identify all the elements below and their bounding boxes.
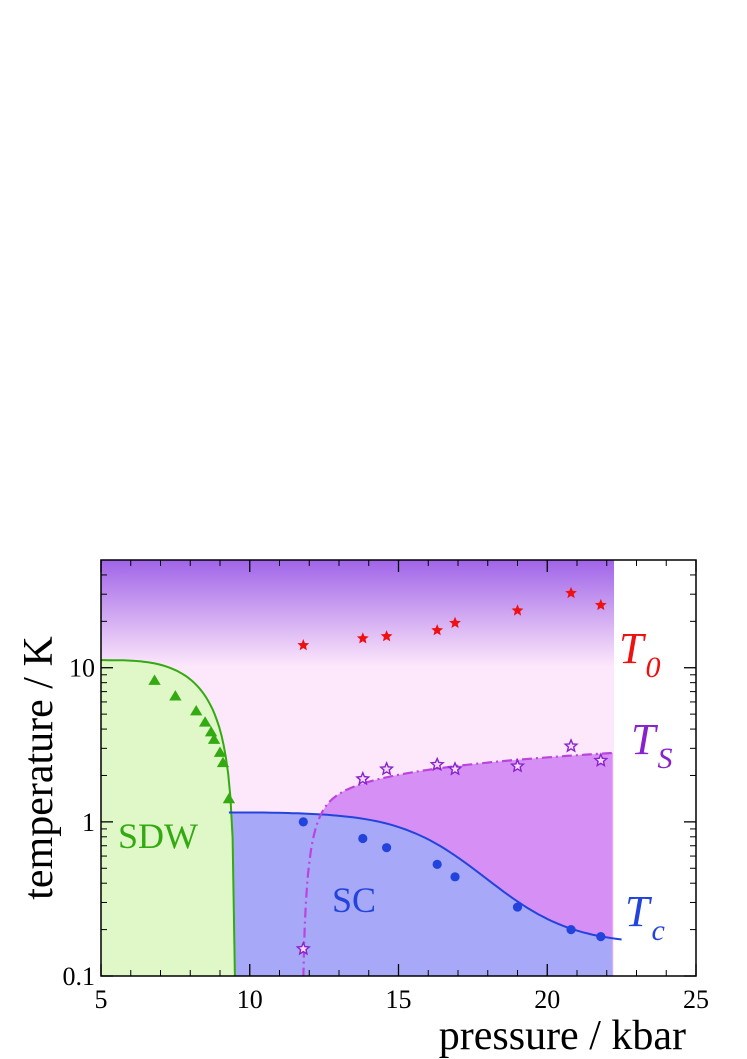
marker-t-s-1 bbox=[355, 770, 371, 786]
marker-t-0-3 bbox=[431, 624, 444, 636]
marker-t-0-7 bbox=[594, 598, 607, 611]
marker-sdw-5 bbox=[207, 733, 221, 744]
top-gradient-region bbox=[101, 560, 614, 667]
marker-t-s-7 bbox=[593, 752, 609, 767]
marker-sdw-3 bbox=[198, 716, 212, 727]
tc-series-label: Tc bbox=[625, 887, 665, 947]
marker-t-0-6 bbox=[565, 586, 577, 599]
marker-t-c-0 bbox=[298, 817, 308, 827]
data-markers bbox=[148, 586, 609, 956]
marker-t-s-3 bbox=[429, 756, 445, 772]
marker-t-c-1 bbox=[358, 833, 368, 844]
marker-t-0-1 bbox=[356, 632, 369, 644]
marker-t-0-2 bbox=[380, 630, 393, 642]
sc-region-fill bbox=[228, 812, 613, 976]
marker-t-s-2 bbox=[379, 761, 395, 776]
x-tick-label: 5 bbox=[95, 985, 108, 1014]
tc-fit-curve bbox=[228, 811, 622, 941]
ts-label-sub: S bbox=[657, 742, 672, 775]
marker-t-c-2 bbox=[382, 843, 392, 853]
marker-t-0-5 bbox=[511, 604, 524, 616]
tc-label-sub: c bbox=[651, 914, 664, 947]
t0-series-label: T0 bbox=[619, 624, 660, 684]
marker-t-s-6 bbox=[563, 738, 579, 753]
ts-series-label: TS bbox=[631, 715, 672, 775]
curves bbox=[101, 659, 622, 976]
tc-label-main: T bbox=[625, 887, 653, 936]
sdw-region-label: SDW bbox=[118, 816, 198, 856]
sc-region-label: SC bbox=[332, 880, 376, 920]
x-tick-label: 15 bbox=[386, 985, 412, 1014]
marker-sdw-8 bbox=[222, 792, 236, 804]
background-regions bbox=[101, 560, 614, 976]
t0-label-main: T bbox=[619, 624, 647, 673]
marker-sdw-2 bbox=[190, 705, 203, 716]
x-tick-label: 25 bbox=[683, 985, 709, 1014]
marker-sdw-7 bbox=[216, 756, 230, 768]
axis-ticks bbox=[100, 560, 697, 977]
ts-label-main: T bbox=[631, 715, 659, 764]
y-tick-label: 0.1 bbox=[63, 962, 96, 991]
sdw-region-fill bbox=[101, 660, 235, 976]
marker-sdw-6 bbox=[213, 746, 227, 757]
x-axis-title: pressure / kbar bbox=[439, 1013, 686, 1059]
marker-t-c-3 bbox=[432, 859, 442, 869]
marker-t-0-0 bbox=[297, 639, 310, 651]
t0-label-sub: 0 bbox=[645, 651, 660, 684]
marker-sdw-0 bbox=[148, 674, 161, 685]
marker-t-s-0 bbox=[295, 940, 311, 956]
sdw-boundary-curve bbox=[101, 659, 236, 976]
y-tick-label: 1 bbox=[82, 808, 95, 837]
marker-sdw-1 bbox=[169, 690, 182, 701]
marker-t-0-4 bbox=[449, 616, 461, 628]
marker-t-s-4 bbox=[447, 761, 463, 776]
marker-t-c-7 bbox=[596, 932, 606, 942]
x-tick-label: 10 bbox=[237, 985, 263, 1014]
marker-t-s-5 bbox=[509, 758, 526, 773]
ts-fit-curve bbox=[301, 751, 613, 976]
marker-t-c-4 bbox=[450, 872, 460, 882]
marker-t-c-6 bbox=[566, 925, 576, 935]
y-tick-label: 10 bbox=[69, 654, 95, 683]
x-tick-label: 20 bbox=[534, 985, 560, 1014]
axis-tick-labels: 5 10 15 20 25 0.1 1 10 bbox=[63, 654, 710, 1014]
marker-t-c-5 bbox=[512, 902, 523, 912]
y-axis-title: temperature / K bbox=[16, 636, 62, 900]
